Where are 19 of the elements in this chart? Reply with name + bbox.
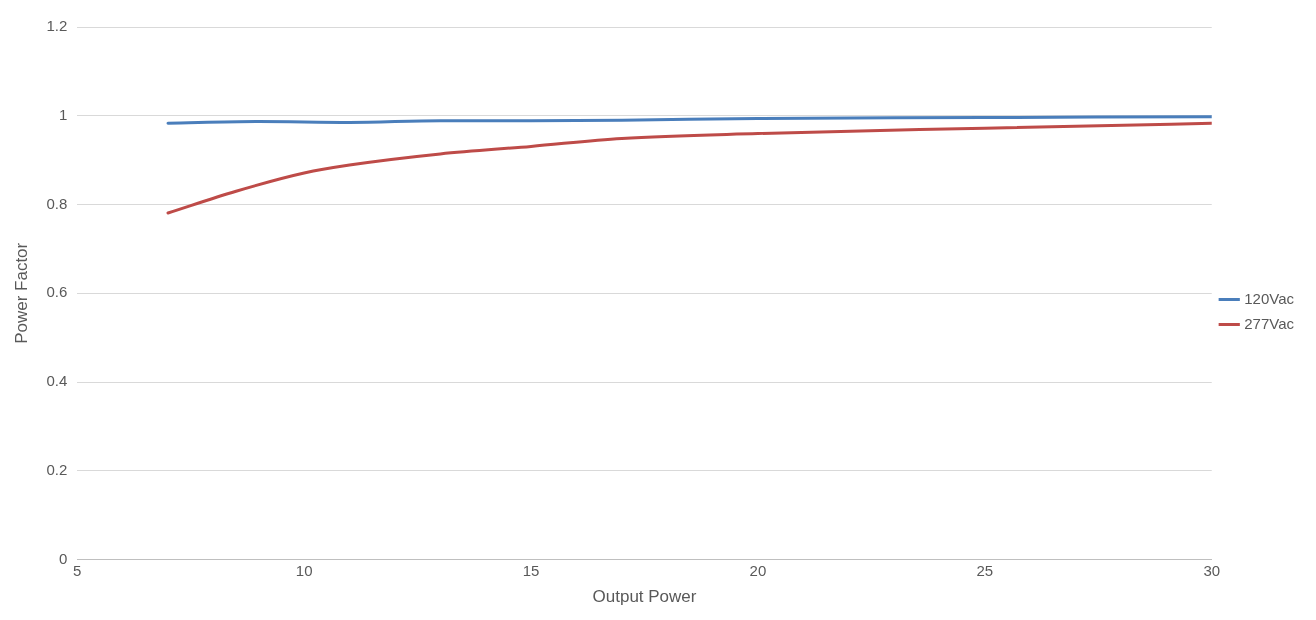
y-tick-label: 1 [58,105,68,123]
line-series [166,115,1212,125]
y-tick-label: 0 [58,549,68,567]
x-tick-label: 5 [73,561,82,579]
x-axis-title: Output Power [592,587,697,607]
y-axis-title: Power Factor [11,242,31,344]
x-tick-label: 10 [295,561,313,579]
y-tick-label: 1.2 [46,17,68,35]
y-tick-label: 0.2 [46,460,68,478]
x-tick-label: 20 [749,561,767,579]
legend-label: 277Vac [1244,314,1295,332]
y-tick-label: 0.8 [46,194,68,212]
legend-label: 120Vac [1244,289,1295,307]
x-tick-label: 30 [1203,561,1221,579]
x-tick-label: 25 [976,561,994,579]
line-series [166,121,1212,215]
y-tick-label: 0.6 [46,283,68,301]
x-tick-label: 15 [522,561,540,579]
y-tick-label: 0.4 [46,372,68,390]
